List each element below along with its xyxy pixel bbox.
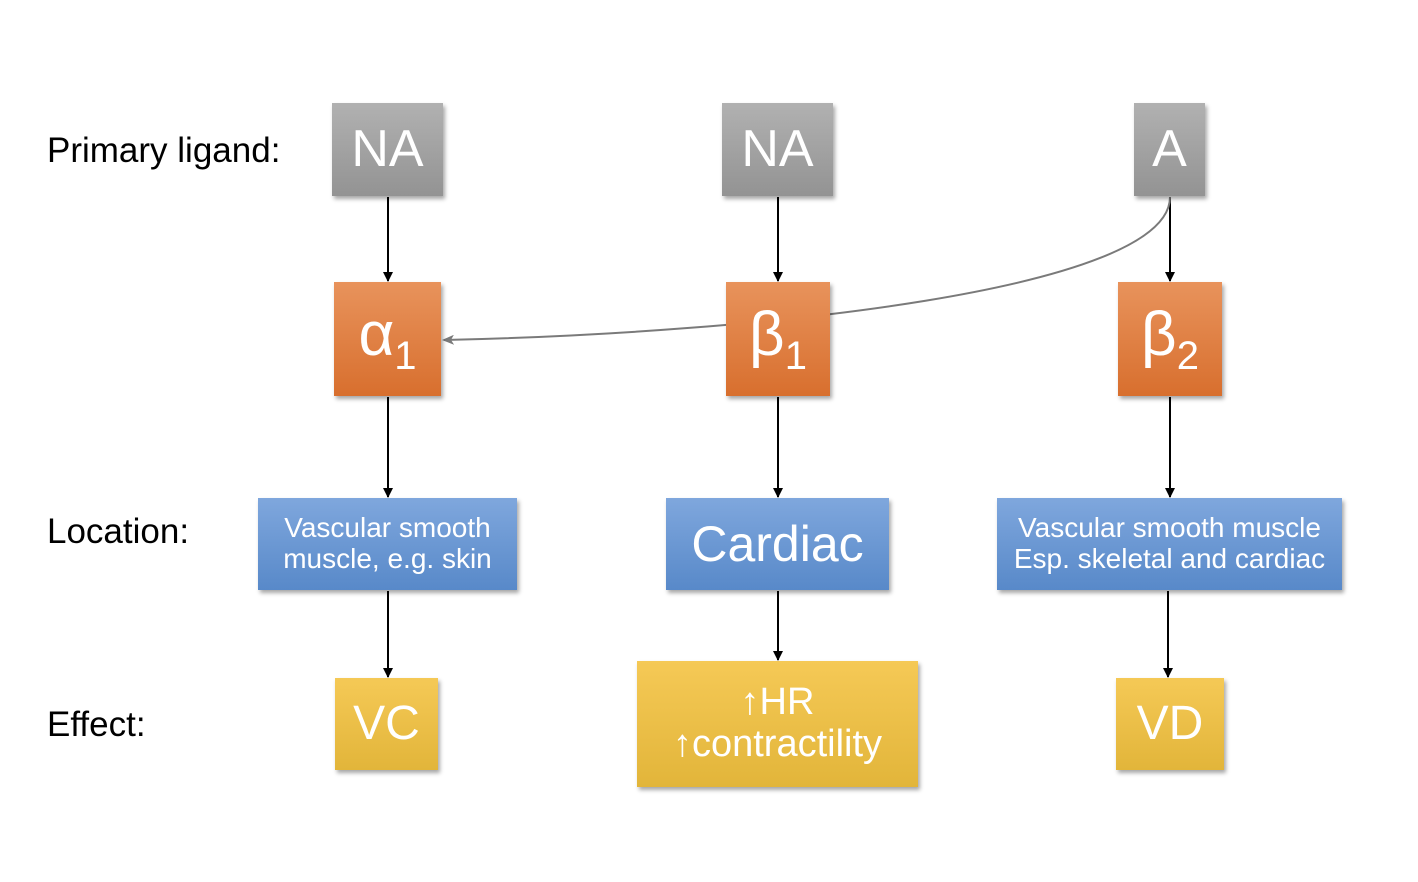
row-label-ligand: Primary ligand:	[47, 131, 281, 170]
location-box-3: Vascular smooth muscle Esp. skeletal and …	[997, 498, 1342, 590]
effect-box-3: VD	[1116, 678, 1224, 770]
row-label-effect: Effect:	[47, 705, 146, 744]
location-box-1: Vascular smooth muscle, e.g. skin	[258, 498, 517, 590]
receptor-box-beta1: β1	[726, 282, 830, 396]
receptor-box-beta2: β2	[1118, 282, 1222, 396]
arrow-A-to-alpha1	[442, 196, 1171, 345]
effect-box-1: VC	[335, 678, 438, 770]
row-label-location: Location:	[47, 512, 190, 551]
ligand-box-2: NA	[722, 103, 833, 196]
ligand-box-1: NA	[332, 103, 443, 196]
location-box-2: Cardiac	[666, 498, 889, 590]
effect-box-2: ↑HR ↑contractility	[637, 661, 918, 787]
receptor-box-alpha1: α1	[334, 282, 441, 396]
ligand-box-3: A	[1134, 103, 1205, 196]
